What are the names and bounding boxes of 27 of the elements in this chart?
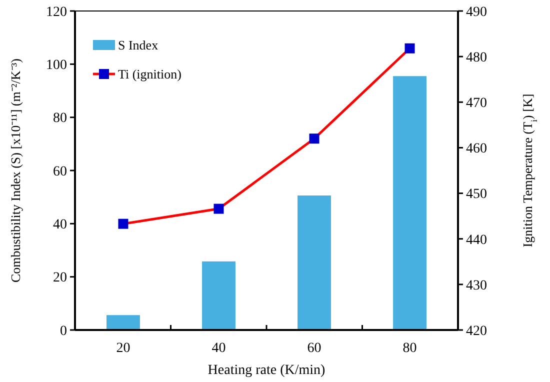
x-tick-label: 60	[307, 341, 322, 356]
y2-tick-label: 440	[466, 232, 487, 248]
y-tick-label: 120	[46, 4, 67, 20]
x-tick-label: 20	[116, 341, 130, 356]
y-axis-title: Combustibility Index (S) [x10⁻¹¹] (m⁻²/K⁻³)	[8, 58, 23, 283]
x-tick-label: 80	[402, 341, 417, 356]
y-tick-label: 0	[60, 324, 67, 339]
legend-label: Ti (ignition)	[118, 66, 182, 82]
y-tick-label: 80	[53, 111, 67, 126]
bar	[393, 76, 426, 330]
y2-tick-label: 480	[466, 50, 487, 66]
y2-tick-label: 420	[466, 324, 487, 339]
y2-tick-label: 460	[466, 142, 487, 157]
legend-label: S Index	[118, 38, 159, 53]
y2-tick-label: 470	[466, 96, 487, 112]
bar	[202, 261, 236, 330]
y2-tick-label: 430	[466, 278, 487, 294]
y-tick-label: 60	[53, 164, 67, 180]
y2-tick-label: 450	[466, 187, 487, 202]
y-tick-label: 40	[53, 218, 67, 233]
bar	[298, 195, 331, 330]
x-axis-title: Heating rate (K/min)	[208, 363, 326, 378]
y-tick-label: 100	[46, 58, 67, 74]
y-tick-label: 20	[53, 270, 67, 286]
x-tick-label: 40	[212, 341, 226, 356]
y2-tick-label: 490	[466, 4, 487, 20]
bar	[106, 315, 140, 330]
